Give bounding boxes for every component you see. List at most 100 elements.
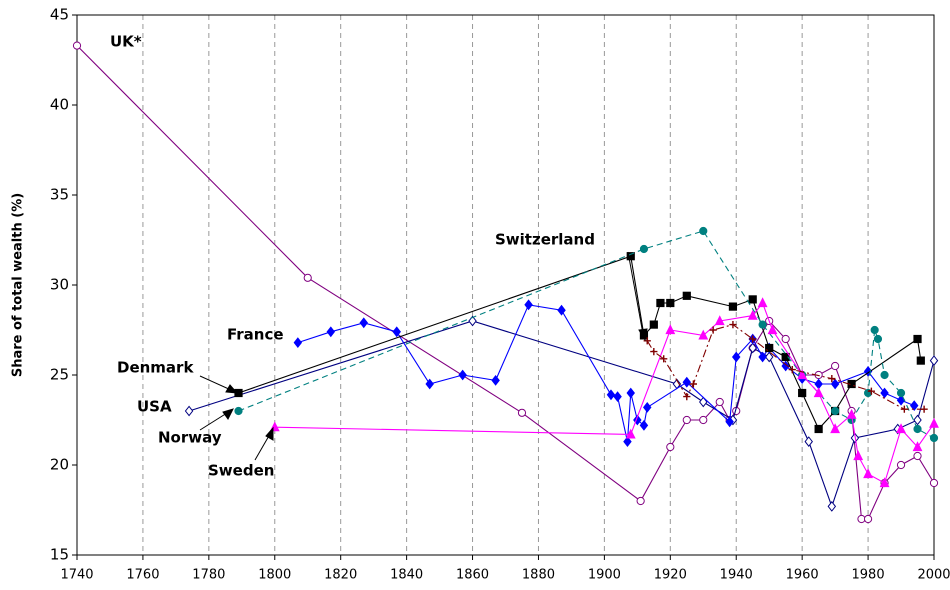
marker — [649, 320, 658, 329]
y-tick-label: 25 — [50, 366, 69, 384]
marker — [912, 441, 923, 452]
arrow — [627, 251, 644, 335]
x-tick-label: 1880 — [522, 568, 555, 583]
x-tick-label: 1960 — [786, 568, 819, 583]
y-tick-label: 30 — [50, 276, 69, 294]
marker — [682, 291, 691, 300]
plot-area: 1740 1760 1780 1800 1820 1840 1860 1880 1900 1920… — [50, 6, 950, 583]
annotation: Switzerland — [495, 231, 595, 249]
marker — [781, 352, 790, 362]
marker — [392, 326, 401, 338]
marker — [184, 405, 194, 417]
annotation: Norway — [158, 429, 222, 447]
y-tick-label: 20 — [50, 456, 69, 474]
marker — [715, 397, 724, 407]
series-line — [274, 301, 935, 484]
x-tick-label: 1860 — [456, 568, 489, 583]
marker — [913, 334, 922, 344]
marker — [636, 496, 645, 506]
marker — [303, 273, 312, 282]
marker — [870, 325, 879, 335]
marker — [714, 315, 725, 326]
marker — [913, 451, 922, 461]
series-line — [238, 230, 935, 439]
marker — [491, 374, 500, 386]
plot-frame — [76, 14, 935, 556]
x-tick-label: 1740 — [60, 568, 93, 583]
x-tick-label: 1840 — [390, 568, 423, 583]
x-tick-label: 1980 — [852, 568, 885, 583]
marker — [613, 391, 622, 403]
arrowhead — [222, 408, 234, 420]
marker — [873, 334, 883, 344]
marker — [880, 370, 889, 380]
marker — [656, 298, 665, 308]
marker — [747, 309, 758, 320]
marker — [642, 401, 652, 413]
marker — [682, 376, 692, 388]
marker — [900, 405, 908, 413]
marker — [639, 419, 649, 431]
marker — [909, 400, 919, 412]
marker — [293, 337, 303, 349]
marker — [666, 298, 675, 308]
marker — [920, 405, 928, 413]
arrow — [199, 375, 232, 391]
x-tick-label: 1820 — [324, 568, 357, 583]
marker — [929, 433, 939, 443]
marker — [764, 351, 774, 363]
marker — [929, 355, 939, 367]
x-tick-label: 1800 — [258, 568, 291, 583]
marker — [827, 500, 837, 512]
x-tick-label: 1900 — [588, 568, 621, 583]
marker — [896, 388, 906, 398]
marker — [797, 369, 808, 380]
series-line — [188, 320, 935, 509]
marker — [517, 408, 527, 417]
arrow — [254, 433, 271, 461]
marker — [929, 478, 939, 488]
marker — [828, 375, 836, 383]
marker — [804, 436, 813, 448]
marker — [913, 424, 922, 434]
marker — [468, 315, 477, 327]
marker — [326, 326, 336, 338]
marker — [765, 343, 774, 353]
marker — [896, 460, 906, 470]
y-tick-label: 45 — [50, 6, 69, 24]
marker — [458, 369, 467, 381]
series-line — [76, 45, 935, 520]
marker — [758, 351, 767, 363]
x-tick-label: 1940 — [720, 568, 753, 583]
marker — [699, 396, 708, 408]
marker — [524, 299, 533, 311]
marker — [626, 387, 635, 399]
y-axis-label: Share of total wealth (%) — [11, 193, 26, 377]
marker — [359, 317, 369, 329]
arrow — [199, 412, 228, 431]
arrowhead — [265, 426, 274, 441]
arrows — [199, 251, 648, 461]
marker — [846, 408, 857, 419]
marker — [831, 406, 840, 416]
marker — [665, 324, 676, 335]
marker — [749, 335, 757, 343]
marker — [72, 41, 82, 50]
annotation: Sweden — [208, 462, 274, 480]
marker — [863, 514, 873, 524]
marker — [425, 378, 434, 390]
marker — [699, 415, 708, 425]
x-tick-label: 2000 — [917, 568, 950, 583]
marker — [639, 244, 649, 254]
arrowhead — [638, 328, 648, 342]
marker — [650, 348, 658, 356]
marker — [709, 326, 717, 334]
annotation: Denmark — [117, 359, 194, 377]
x-tick-label: 1920 — [654, 568, 687, 583]
marker — [781, 334, 790, 344]
marker — [666, 442, 675, 452]
marker — [606, 389, 616, 401]
marker — [748, 342, 757, 354]
marker — [788, 366, 796, 374]
